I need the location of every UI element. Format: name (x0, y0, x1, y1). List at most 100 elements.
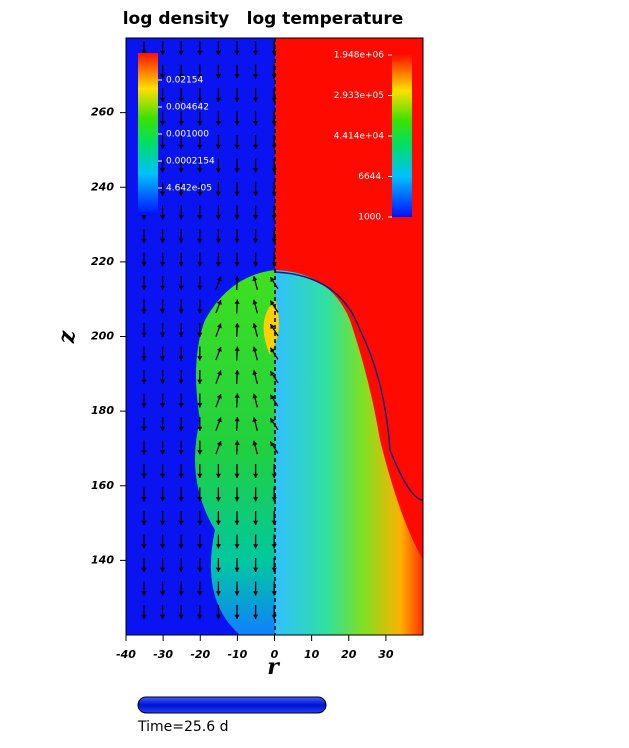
arrow-head (253, 144, 259, 149)
arrow-head (197, 497, 203, 502)
arrow-head (141, 379, 147, 384)
arrow-head (271, 74, 277, 79)
arrow-head (160, 379, 166, 384)
arrow-head (197, 426, 203, 431)
arrow-head (234, 370, 240, 375)
x-tick-label: -10 (227, 648, 247, 661)
arrow-head (253, 262, 259, 267)
arrow-head (252, 417, 258, 423)
arrow-head (178, 168, 184, 173)
arrow-head (215, 215, 221, 220)
arrow-head (215, 497, 221, 502)
arrow-head (252, 299, 258, 305)
arrow-head (160, 191, 166, 196)
x-tick-label: 10 (304, 648, 320, 661)
arrow-head (197, 614, 203, 619)
contour (274, 271, 423, 501)
arrow-head (234, 262, 240, 267)
arrow-head (234, 497, 240, 502)
arrow-head (234, 323, 240, 328)
arrow-head (197, 332, 203, 337)
arrow-head (215, 50, 221, 55)
y-tick-label: 140 (91, 553, 114, 566)
arrow-head (271, 567, 277, 572)
arrow-head (234, 215, 240, 220)
time-label: Time=25.6 d (137, 719, 229, 735)
arrow-head (178, 473, 184, 478)
arrow-head (178, 403, 184, 408)
arrow-head (215, 97, 221, 102)
arrow-head (271, 591, 277, 596)
arrow-head (234, 97, 240, 102)
arrow-head (271, 262, 277, 267)
arrow-head (253, 74, 259, 79)
arrow-head (197, 591, 203, 596)
arrow-head (178, 379, 184, 384)
arrow-head (197, 379, 203, 384)
arrow-head (271, 614, 277, 619)
arrow-head (271, 497, 277, 502)
arrow-head (234, 121, 240, 126)
arrow-head (253, 497, 259, 502)
arrow-head (141, 591, 147, 596)
arrow-head (271, 520, 277, 525)
x-axis-label: r (267, 654, 280, 680)
colorbar-tick-label: 0.0002154 (166, 157, 215, 167)
arrow-head (253, 121, 259, 126)
panel-title: log temperature (247, 9, 404, 29)
colorbar-tick-label: 1.948e+06 (334, 51, 385, 61)
arrow-head (178, 97, 184, 102)
arrow-head (215, 520, 221, 525)
arrow-head (270, 277, 275, 283)
arrow-head (216, 440, 222, 446)
arrow-head (197, 121, 203, 126)
arrow-head (141, 614, 147, 619)
arrow-head (234, 544, 240, 549)
arrow-head (141, 567, 147, 572)
arrow-head (215, 473, 221, 478)
arrow-head (253, 544, 259, 549)
time-slider (137, 696, 327, 714)
arrow-head (234, 591, 240, 596)
arrow-head (197, 567, 203, 572)
arrow-head (252, 276, 258, 282)
arrow-head (197, 97, 203, 102)
arrow-head (197, 309, 203, 314)
arrow-head (234, 346, 240, 351)
arrow-head (215, 262, 221, 267)
arrow-head (216, 299, 222, 305)
density-colorbar (138, 53, 158, 215)
x-tick-label: 0 (271, 648, 279, 661)
panel-title: log density (123, 9, 230, 29)
x-tick-label: 20 (341, 648, 357, 661)
arrow-head (141, 520, 147, 525)
arrow-head (197, 356, 203, 361)
arrow-head (141, 473, 147, 478)
arrow-head (271, 144, 277, 149)
arrow-head (271, 168, 277, 173)
arrow-head (160, 473, 166, 478)
arrow-head (271, 544, 277, 549)
arrow-head (160, 426, 166, 431)
arrow-head (197, 520, 203, 525)
colorbar-tick-label: 4.414e+04 (334, 131, 385, 141)
colorbar-tick-label: 0.004642 (166, 102, 209, 112)
arrow-head (252, 393, 258, 399)
arrow-head (178, 262, 184, 267)
arrow-head (160, 450, 166, 455)
arrow-head (178, 285, 184, 290)
arrow-head (160, 544, 166, 549)
arrow-head (252, 440, 258, 446)
arrow-head (141, 426, 147, 431)
arrow-head (253, 614, 259, 619)
arrow-head (215, 567, 221, 572)
arrow-head (141, 332, 147, 337)
arrow-head (160, 403, 166, 408)
y-tick-label: 260 (91, 106, 114, 119)
arrow-head (216, 276, 222, 282)
arrow-head (178, 614, 184, 619)
arrow-head (141, 262, 147, 267)
arrow-head (160, 50, 166, 55)
x-tick-label: -40 (116, 648, 136, 661)
